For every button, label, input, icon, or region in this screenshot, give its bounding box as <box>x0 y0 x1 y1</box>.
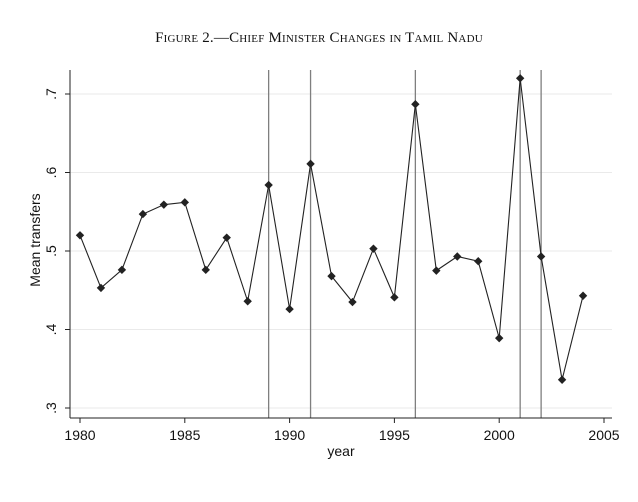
data-point-1989 <box>264 180 273 190</box>
data-point-1997 <box>432 266 441 275</box>
data-point-1991 <box>306 159 315 169</box>
x-tick-label: 1985 <box>169 427 200 443</box>
data-point-1993 <box>348 297 357 307</box>
series-line <box>79 78 584 380</box>
data-point-1986 <box>201 265 210 275</box>
x-tick-label: 1980 <box>64 427 95 443</box>
data-point-1995 <box>390 293 399 302</box>
chief-minister-change-lines <box>267 70 542 418</box>
data-point-2001 <box>515 74 525 83</box>
chart-title: Figure 2.—Chief Minister Changes in Tami… <box>155 30 483 46</box>
x-tick-label: 1990 <box>274 427 305 443</box>
x-axis-label: year <box>327 443 355 459</box>
data-point-1990 <box>285 304 294 314</box>
data-point-1980 <box>75 231 85 240</box>
data-point-1987 <box>222 233 231 242</box>
data-point-1996 <box>411 100 420 109</box>
x-tick-label: 2000 <box>484 427 515 443</box>
data-point-1998 <box>453 252 462 261</box>
x-tick-label: 1995 <box>379 427 410 443</box>
data-point-1985 <box>180 198 189 207</box>
y-tick-label: .3 <box>43 402 59 414</box>
data-point-1981 <box>96 283 106 293</box>
grid-lines <box>70 93 612 409</box>
data-point-2004 <box>578 291 588 300</box>
axes: .3 .4 .5 .6 .7 1980 1985 1990 1995 2000 2005 <box>43 70 620 443</box>
y-tick-label: .6 <box>43 166 59 178</box>
series-mean-transfers <box>75 74 588 384</box>
y-tick-label: .5 <box>43 245 59 257</box>
x-tick-label: 2005 <box>588 427 619 443</box>
y-axis-label: Mean transfers <box>27 193 43 286</box>
data-point-1988 <box>243 297 252 306</box>
data-point-1999 <box>474 257 483 266</box>
data-point-1992 <box>327 271 336 281</box>
y-tick-label: .7 <box>43 88 59 100</box>
data-point-2002 <box>536 252 546 261</box>
data-point-2000 <box>495 333 504 343</box>
data-point-1983 <box>138 209 148 219</box>
y-tick-label: .4 <box>43 323 59 335</box>
data-point-1994 <box>369 244 378 253</box>
data-point-2003 <box>557 375 567 384</box>
data-point-1982 <box>117 265 127 275</box>
data-point-1984 <box>159 200 169 209</box>
